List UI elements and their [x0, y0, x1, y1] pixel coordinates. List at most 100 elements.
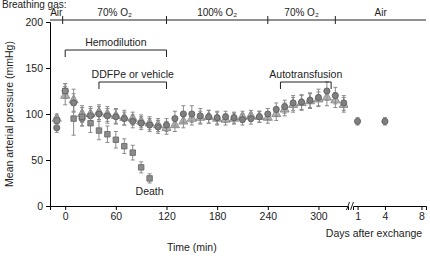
marker — [197, 113, 203, 119]
x-axis: 0 60 120 180 240 300 — [51, 206, 349, 222]
error-bar — [105, 126, 109, 143]
marker — [71, 116, 76, 121]
marker — [121, 116, 127, 122]
x-axis-title: Time (min) — [167, 241, 217, 253]
marker — [289, 100, 298, 108]
marker — [113, 114, 119, 120]
marker — [339, 100, 348, 108]
error-bar — [148, 174, 152, 183]
y-tick: 0 — [37, 200, 50, 212]
x-tick-mark — [166, 206, 167, 210]
marker — [138, 165, 143, 170]
x-tick-mark — [318, 206, 319, 210]
marker — [104, 113, 110, 119]
marker — [239, 116, 245, 122]
y-tick-mark — [46, 160, 50, 161]
marker — [105, 132, 110, 137]
gas-label: 70% O₂ — [97, 7, 132, 18]
y-tick-mark — [46, 114, 50, 115]
marker — [147, 122, 153, 128]
marker — [297, 98, 306, 106]
x-tick-label: 300 — [310, 210, 328, 222]
y-tick-mark — [46, 68, 50, 69]
marker — [298, 99, 304, 105]
gas-label: 100% O₂ — [197, 7, 237, 18]
series-circle — [354, 118, 388, 125]
gas-segment — [50, 20, 63, 21]
plot-area — [52, 82, 348, 183]
x-tick: 1 — [355, 206, 361, 222]
series-square — [54, 84, 152, 183]
plot-area — [354, 118, 388, 125]
x-tick: 120 — [158, 206, 176, 222]
bracket — [99, 82, 167, 89]
marker — [130, 118, 136, 124]
x-axis-line — [51, 207, 349, 211]
marker — [324, 88, 330, 94]
marker — [189, 111, 195, 117]
marker — [147, 176, 152, 181]
x-tick-mark — [358, 206, 359, 210]
series-circle — [54, 82, 347, 134]
marker — [163, 122, 169, 128]
x-tick-mark — [217, 206, 218, 210]
y-tick-label: 150 — [25, 62, 43, 74]
marker — [231, 115, 237, 121]
marker — [214, 115, 220, 121]
x-tick-label: 0 — [63, 210, 69, 222]
bracket — [280, 82, 331, 89]
marker — [341, 100, 347, 106]
marker — [172, 116, 178, 122]
error-bar — [63, 84, 67, 99]
marker — [62, 88, 68, 94]
error-bar — [55, 116, 59, 125]
error-bar — [89, 114, 93, 132]
marker — [206, 114, 212, 120]
marker — [155, 124, 161, 130]
x-tick: 8 — [419, 206, 425, 222]
bracket-label: DDFPe or vehicle — [92, 68, 174, 80]
axis-break — [347, 202, 354, 210]
x-tick-mark — [116, 206, 117, 210]
x-tick-label: 4 — [383, 210, 389, 222]
error-bar — [97, 121, 101, 139]
gas-label: Air — [375, 7, 388, 18]
series-triangle — [52, 86, 348, 134]
x-tick-label: 8 — [419, 210, 425, 222]
marker — [122, 143, 127, 148]
gas-label: 70% O₂ — [284, 7, 319, 18]
x-tick: 240 — [260, 206, 278, 222]
bracket-label: Autotransfusion — [269, 68, 342, 80]
y-tick: 50 — [31, 154, 50, 166]
y-tick-label: 0 — [37, 200, 43, 212]
marker — [113, 137, 118, 142]
y-tick-label: 100 — [25, 108, 43, 120]
x-tick: 4 — [383, 206, 389, 222]
y-tick-mark — [46, 22, 50, 23]
marker — [305, 96, 314, 104]
marker — [229, 113, 238, 121]
x-tick: 60 — [111, 206, 123, 222]
error-bar — [122, 139, 126, 154]
error-bar — [80, 108, 84, 126]
marker — [223, 114, 229, 120]
x-tick-label: 180 — [209, 210, 227, 222]
marker — [96, 128, 101, 133]
marker — [307, 97, 313, 103]
marker — [54, 125, 60, 131]
x-axis-title: Days after exchange — [326, 227, 422, 239]
marker — [315, 94, 321, 100]
chart: 060120180240300050100150200Time (min)Mea… — [0, 0, 430, 259]
marker — [382, 118, 388, 124]
marker — [290, 100, 296, 106]
error-bar — [131, 145, 135, 160]
error-bar — [114, 131, 118, 148]
y-tick: 200 — [25, 16, 50, 28]
y-tick-label: 50 — [31, 154, 43, 166]
x-tick-label: 60 — [111, 210, 123, 222]
gas-label: Air — [50, 7, 63, 18]
marker — [88, 120, 93, 125]
x-tick-mark — [385, 206, 386, 210]
y-tick: 100 — [25, 108, 50, 120]
marker — [332, 93, 338, 99]
